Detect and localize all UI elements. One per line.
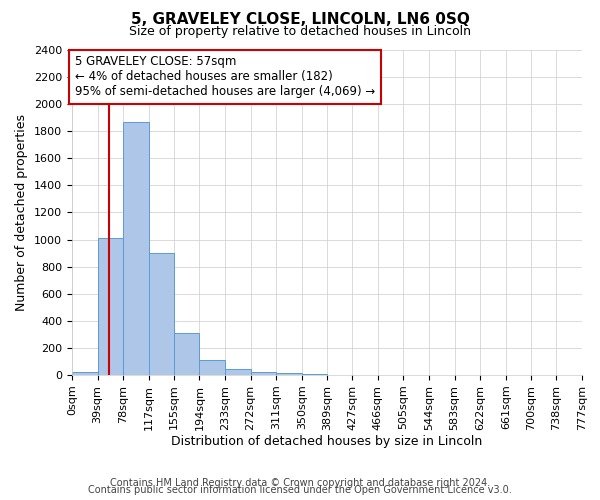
X-axis label: Distribution of detached houses by size in Lincoln: Distribution of detached houses by size … [172, 436, 482, 448]
Text: Contains public sector information licensed under the Open Government Licence v3: Contains public sector information licen… [88, 485, 512, 495]
Text: Contains HM Land Registry data © Crown copyright and database right 2024.: Contains HM Land Registry data © Crown c… [110, 478, 490, 488]
Text: 5 GRAVELEY CLOSE: 57sqm
← 4% of detached houses are smaller (182)
95% of semi-de: 5 GRAVELEY CLOSE: 57sqm ← 4% of detached… [75, 56, 376, 98]
Text: Size of property relative to detached houses in Lincoln: Size of property relative to detached ho… [129, 25, 471, 38]
Bar [302, 374, 328, 375]
Bar [174, 333, 199, 375]
Bar [98, 238, 123, 375]
Bar [123, 122, 149, 375]
Text: 5, GRAVELEY CLOSE, LINCOLN, LN6 0SQ: 5, GRAVELEY CLOSE, LINCOLN, LN6 0SQ [131, 12, 469, 28]
Y-axis label: Number of detached properties: Number of detached properties [16, 114, 28, 311]
Bar [199, 360, 225, 375]
Bar [276, 373, 302, 375]
Bar [225, 369, 251, 375]
Bar [72, 372, 98, 375]
Bar [251, 372, 276, 375]
Bar [149, 253, 174, 375]
